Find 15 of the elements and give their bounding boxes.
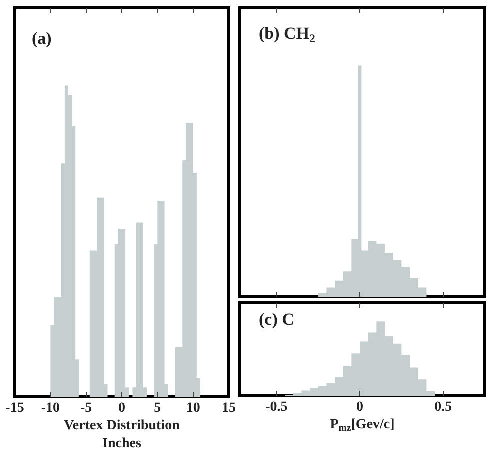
x-tick-label: 10	[186, 401, 200, 416]
x-tick-label: -15	[6, 401, 24, 416]
x-tick-label: -5	[80, 401, 92, 416]
x-tick-label: 5	[154, 401, 162, 416]
x-tick-label: -0.5	[266, 400, 288, 415]
x-tick-label: 15	[222, 401, 236, 416]
x-tick-label: 0	[356, 400, 364, 415]
x-tick-label: -10	[41, 401, 60, 416]
x-axis-title: Vertex Distribution Inches	[64, 418, 180, 452]
chart-title: (b) CH$_{2}$	[259, 24, 316, 46]
x-axis-title: P$_{mz}$[Gev/c]	[330, 417, 395, 434]
chart-title: (c) C	[259, 310, 294, 329]
x-tick-label: 0	[118, 401, 126, 416]
x-tick-label: 0.5	[434, 400, 452, 415]
chart-title: (a)	[32, 29, 52, 48]
